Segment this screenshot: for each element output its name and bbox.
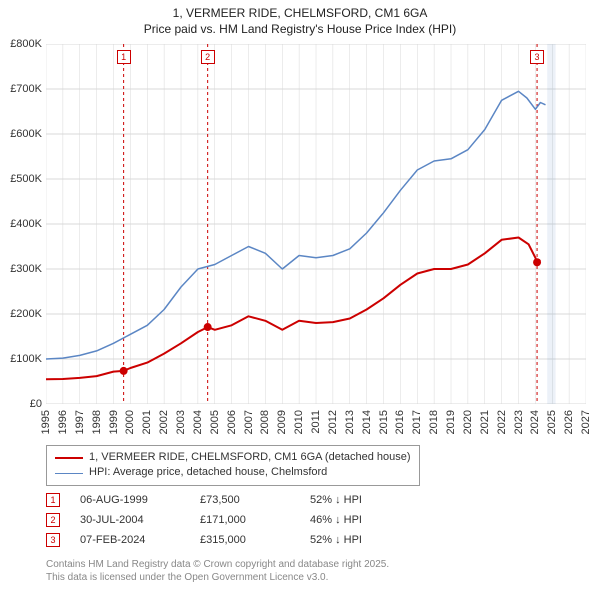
x-tick-label: 2002 [158, 410, 170, 434]
x-tick-label: 2018 [428, 410, 440, 434]
x-tick-label: 2001 [141, 410, 153, 434]
y-tick-label: £300K [10, 263, 42, 275]
footer-line-2: This data is licensed under the Open Gov… [46, 571, 389, 584]
x-tick-label: 1995 [40, 410, 52, 434]
x-tick-label: 1999 [108, 410, 120, 434]
sale-price: £171,000 [200, 514, 290, 526]
sales-row: 2 30-JUL-2004 £171,000 46% ↓ HPI [46, 510, 362, 530]
legend: 1, VERMEER RIDE, CHELMSFORD, CM1 6GA (de… [46, 445, 420, 486]
x-tick-label: 2024 [529, 410, 541, 434]
x-tick-label: 2014 [361, 410, 373, 434]
x-tick-label: 2004 [192, 410, 204, 434]
legend-label-hpi: HPI: Average price, detached house, Chel… [89, 465, 327, 480]
x-tick-label: 2021 [479, 410, 491, 434]
x-tick-label: 2012 [327, 410, 339, 434]
y-tick-label: £500K [10, 173, 42, 185]
footer: Contains HM Land Registry data © Crown c… [46, 558, 389, 584]
x-tick-label: 2003 [175, 410, 187, 434]
y-tick-label: £200K [10, 308, 42, 320]
x-tick-label: 2023 [513, 410, 525, 434]
x-axis: 1995199619971998199920002001200220032004… [46, 408, 586, 442]
x-tick-label: 2006 [226, 410, 238, 434]
title-line-2: Price paid vs. HM Land Registry's House … [0, 22, 600, 38]
sale-marker-2: 2 [201, 50, 215, 64]
x-tick-label: 2027 [580, 410, 592, 434]
sale-marker-3: 3 [530, 50, 544, 64]
y-tick-label: £0 [30, 398, 42, 410]
x-tick-label: 2026 [563, 410, 575, 434]
x-tick-label: 2007 [243, 410, 255, 434]
sale-date: 30-JUL-2004 [80, 514, 180, 526]
legend-swatch-hpi [55, 473, 83, 474]
title-line-1: 1, VERMEER RIDE, CHELMSFORD, CM1 6GA [0, 6, 600, 22]
x-tick-label: 2022 [496, 410, 508, 434]
legend-row-price: 1, VERMEER RIDE, CHELMSFORD, CM1 6GA (de… [55, 450, 411, 465]
x-tick-label: 2009 [276, 410, 288, 434]
y-tick-label: £600K [10, 128, 42, 140]
sale-marker-box: 2 [46, 513, 60, 527]
x-tick-label: 1998 [91, 410, 103, 434]
x-tick-label: 1997 [74, 410, 86, 434]
chart-title: 1, VERMEER RIDE, CHELMSFORD, CM1 6GA Pri… [0, 0, 600, 37]
sale-date: 07-FEB-2024 [80, 534, 180, 546]
legend-swatch-price [55, 457, 83, 459]
x-tick-label: 2020 [462, 410, 474, 434]
y-tick-label: £700K [10, 83, 42, 95]
sale-marker-1: 1 [117, 50, 131, 64]
x-tick-label: 2017 [411, 410, 423, 434]
sale-diff: 52% ↓ HPI [310, 494, 362, 506]
sale-marker-box: 3 [46, 533, 60, 547]
plot-area: 1 2 3 [46, 44, 586, 404]
x-tick-label: 2013 [344, 410, 356, 434]
x-tick-label: 2025 [546, 410, 558, 434]
sale-date: 06-AUG-1999 [80, 494, 180, 506]
sales-row: 1 06-AUG-1999 £73,500 52% ↓ HPI [46, 490, 362, 510]
x-tick-label: 2000 [124, 410, 136, 434]
sale-price: £315,000 [200, 534, 290, 546]
footer-line-1: Contains HM Land Registry data © Crown c… [46, 558, 389, 571]
x-tick-label: 2011 [310, 410, 322, 434]
y-axis: £0£100K£200K£300K£400K£500K£600K£700K£80… [0, 44, 46, 404]
y-tick-label: £100K [10, 353, 42, 365]
legend-label-price: 1, VERMEER RIDE, CHELMSFORD, CM1 6GA (de… [89, 450, 411, 465]
sales-table: 1 06-AUG-1999 £73,500 52% ↓ HPI 2 30-JUL-2004… [46, 490, 362, 550]
sale-diff: 46% ↓ HPI [310, 514, 362, 526]
sales-row: 3 07-FEB-2024 £315,000 52% ↓ HPI [46, 530, 362, 550]
x-tick-label: 2008 [259, 410, 271, 434]
y-tick-label: £400K [10, 218, 42, 230]
sale-price: £73,500 [200, 494, 290, 506]
sale-marker-box: 1 [46, 493, 60, 507]
sale-diff: 52% ↓ HPI [310, 534, 362, 546]
x-tick-label: 2010 [293, 410, 305, 434]
x-tick-label: 2019 [445, 410, 457, 434]
x-tick-label: 2015 [378, 410, 390, 434]
y-tick-label: £800K [10, 38, 42, 50]
x-tick-label: 1996 [57, 410, 69, 434]
chart-container: 1, VERMEER RIDE, CHELMSFORD, CM1 6GA Pri… [0, 0, 600, 590]
x-tick-label: 2016 [394, 410, 406, 434]
chart-svg [46, 44, 586, 404]
x-tick-label: 2005 [209, 410, 221, 434]
legend-row-hpi: HPI: Average price, detached house, Chel… [55, 465, 411, 480]
